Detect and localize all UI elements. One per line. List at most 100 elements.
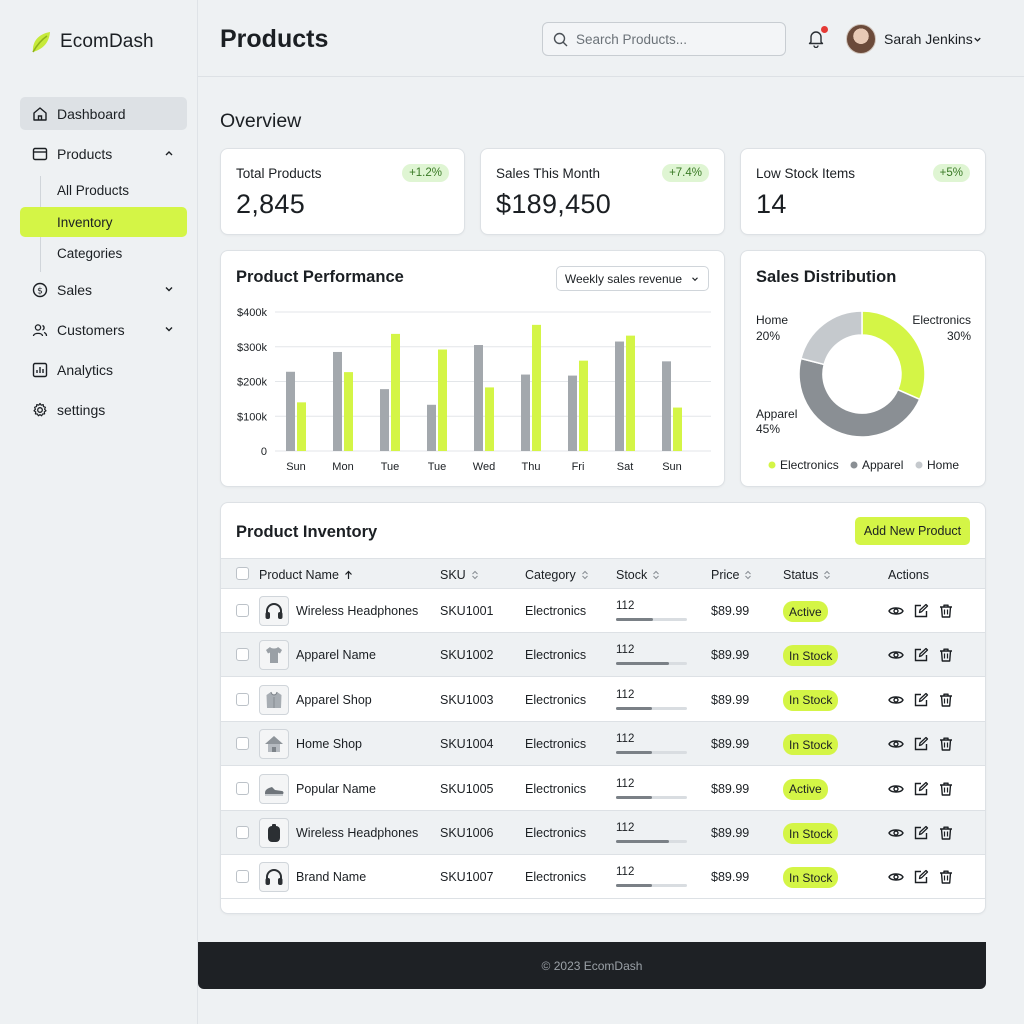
chevron-up-icon[interactable]	[163, 147, 175, 159]
column-label: Product Name	[259, 568, 339, 582]
select-all-checkbox[interactable]	[236, 567, 249, 580]
stock-level-fill	[616, 618, 653, 621]
product-name[interactable]: Home Shop	[296, 737, 363, 752]
sidebar-subitem-inventory[interactable]: Inventory	[20, 207, 187, 237]
y-tick-label: $400k	[237, 307, 267, 319]
product-name[interactable]: Apparel Shop	[296, 692, 372, 707]
edit-icon[interactable]	[913, 692, 929, 713]
column-header-status[interactable]: Status	[783, 568, 831, 582]
sidebar-item-label: Analytics	[57, 361, 114, 378]
sidebar-item-customers[interactable]: Customers	[20, 313, 187, 346]
search-input[interactable]	[576, 31, 776, 47]
column-header-category[interactable]: Category	[525, 568, 589, 582]
product-sku: SKU1006	[440, 826, 494, 840]
product-thumbnail	[259, 684, 289, 715]
product-name[interactable]: Popular Name	[296, 781, 376, 796]
svg-text:$: $	[37, 286, 43, 296]
product-category: Electronics	[525, 737, 587, 752]
x-tick-label: Tue	[428, 461, 447, 473]
product-category: Electronics	[525, 648, 587, 663]
view-icon[interactable]	[888, 647, 904, 668]
chevron-down-icon[interactable]	[163, 283, 175, 295]
stat-value: 14	[756, 189, 787, 219]
product-price: $89.99	[711, 826, 750, 840]
product-name[interactable]: Wireless Headphones	[296, 826, 419, 840]
delete-icon[interactable]	[938, 825, 954, 846]
table-row[interactable]: Brand Name SKU1007 Electronics 112 $89.99 In …	[221, 855, 985, 900]
column-label: Stock	[616, 568, 648, 582]
view-icon[interactable]	[888, 869, 904, 890]
table-row[interactable]: Popular Name SKU1005 Electronics 112 $89.99 A…	[221, 767, 985, 811]
y-tick-label: $300k	[237, 342, 267, 354]
product-name[interactable]: Wireless Headphones	[296, 604, 419, 618]
column-header-price[interactable]: Price	[711, 568, 752, 582]
edit-icon[interactable]	[913, 869, 929, 890]
home-icon	[33, 106, 47, 121]
row-checkbox[interactable]	[236, 870, 249, 884]
delete-icon[interactable]	[938, 736, 954, 757]
table-row[interactable]: Home Shop SKU1004 Electronics 112 $89.99 In S…	[221, 722, 985, 767]
avatar[interactable]	[846, 24, 876, 54]
bar	[532, 324, 541, 451]
row-checkbox[interactable]	[236, 826, 249, 839]
edit-icon[interactable]	[913, 647, 929, 668]
sidebar-item-dashboard[interactable]: Dashboard	[20, 97, 187, 130]
view-icon[interactable]	[888, 692, 904, 713]
chevron-down-icon[interactable]	[972, 34, 983, 45]
sidebar-item-label: Customers	[57, 321, 125, 338]
sidebar-subitem-categories[interactable]: Categories	[57, 245, 123, 261]
sidebar-subitem-all-products[interactable]: All Products	[57, 182, 130, 198]
stock-count: 112	[616, 600, 635, 612]
column-header-sku[interactable]: SKU	[440, 568, 479, 582]
sidebar-item-sales[interactable]: $ Sales	[20, 273, 187, 306]
delete-icon[interactable]	[938, 869, 954, 890]
x-tick-label: Sun	[662, 461, 682, 473]
delete-icon[interactable]	[938, 647, 954, 668]
row-checkbox[interactable]	[236, 737, 249, 751]
column-header-product-name[interactable]: Product Name	[259, 568, 353, 582]
table-row[interactable]: Apparel Shop SKU1003 Electronics 112 $89.99 I…	[221, 678, 985, 722]
view-icon[interactable]	[888, 736, 904, 757]
table-row[interactable]: Apparel Name SKU1002 Electronics 112 $89.99 I…	[221, 633, 985, 678]
chart-period-dropdown[interactable]: Weekly sales revenue	[555, 266, 709, 291]
row-checkbox[interactable]	[236, 604, 249, 617]
edit-icon[interactable]	[913, 603, 929, 624]
product-name[interactable]: Brand Name	[296, 870, 367, 885]
search-box[interactable]	[542, 22, 786, 56]
bell-icon[interactable]	[807, 29, 825, 48]
delete-icon[interactable]	[938, 603, 954, 624]
delete-icon[interactable]	[938, 692, 954, 713]
bar	[333, 351, 342, 451]
sidebar-item-products[interactable]: Products	[20, 137, 187, 170]
add-new-product-button[interactable]: Add New Product	[855, 517, 970, 545]
sidebar-item-settings[interactable]: settings	[20, 393, 187, 426]
view-icon[interactable]	[888, 825, 904, 846]
edit-icon[interactable]	[913, 781, 929, 802]
view-icon[interactable]	[888, 603, 904, 624]
view-icon[interactable]	[888, 781, 904, 802]
x-tick-label: Sat	[617, 461, 634, 473]
stock-level-bar	[616, 795, 687, 799]
stock-count: 112	[616, 688, 635, 701]
row-checkbox[interactable]	[236, 692, 249, 706]
logo[interactable]: EcomDash	[30, 30, 154, 54]
delete-icon[interactable]	[938, 781, 954, 802]
status-badge: In Stock	[783, 689, 839, 711]
row-checkbox[interactable]	[236, 648, 249, 662]
stat-change-badge: +7.4%	[662, 164, 709, 182]
stock-count: 112	[616, 644, 635, 657]
bar	[521, 374, 530, 451]
product-sku: SKU1004	[440, 737, 494, 752]
product-price: $89.99	[711, 604, 750, 618]
product-thumbnail	[259, 773, 289, 804]
table-row[interactable]: Wireless Headphones SKU1001 Electronics 112…	[221, 589, 985, 633]
edit-icon[interactable]	[913, 825, 929, 846]
user-name[interactable]: Sarah Jenkins	[884, 31, 973, 47]
row-checkbox[interactable]	[236, 781, 249, 795]
edit-icon[interactable]	[913, 736, 929, 757]
sidebar-item-analytics[interactable]: Analytics	[20, 353, 187, 386]
table-row[interactable]: Wireless Headphones SKU1006 Electronics 112…	[221, 811, 985, 855]
product-name[interactable]: Apparel Name	[296, 648, 376, 663]
column-header-stock[interactable]: Stock	[616, 568, 660, 582]
chevron-down-icon[interactable]	[163, 323, 175, 335]
